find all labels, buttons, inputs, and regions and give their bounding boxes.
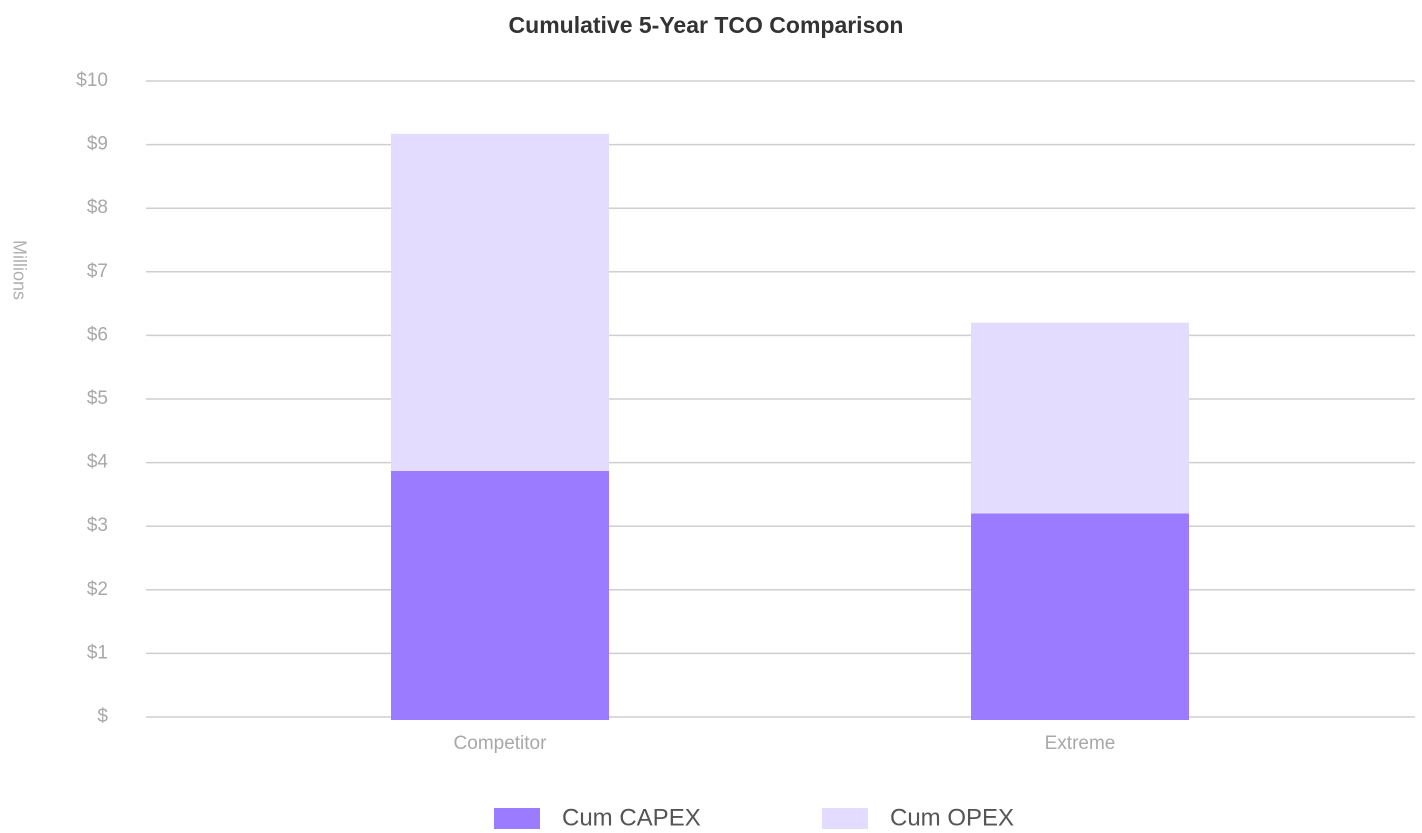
bar-segment: [971, 513, 1189, 720]
y-tick-label: $5: [87, 388, 108, 409]
bar-segment: [391, 133, 609, 471]
y-tick-label: $2: [87, 579, 108, 600]
legend-label: Cum CAPEX: [562, 804, 701, 831]
y-tick-label: $10: [76, 70, 108, 91]
bar-segment: [971, 322, 1189, 514]
y-tick-label: $8: [87, 197, 108, 218]
legend-swatch: [494, 808, 540, 829]
y-tick-label: $4: [87, 452, 109, 473]
x-tick-label: Extreme: [1045, 733, 1116, 754]
y-tick-label: $1: [87, 642, 108, 663]
legend-label: Cum OPEX: [890, 804, 1014, 831]
y-tick-label: $7: [87, 261, 108, 282]
legend-swatch: [822, 808, 868, 829]
chart-title: Cumulative 5-Year TCO Comparison: [509, 12, 904, 38]
y-tick-label: $3: [87, 515, 108, 536]
y-tick-label: $9: [87, 134, 108, 155]
bar-segment: [391, 470, 609, 720]
y-tick-label: $: [97, 706, 108, 727]
y-tick-label: $6: [87, 324, 108, 345]
y-axis-label: Millions: [9, 240, 29, 300]
x-tick-label: Competitor: [454, 733, 548, 754]
